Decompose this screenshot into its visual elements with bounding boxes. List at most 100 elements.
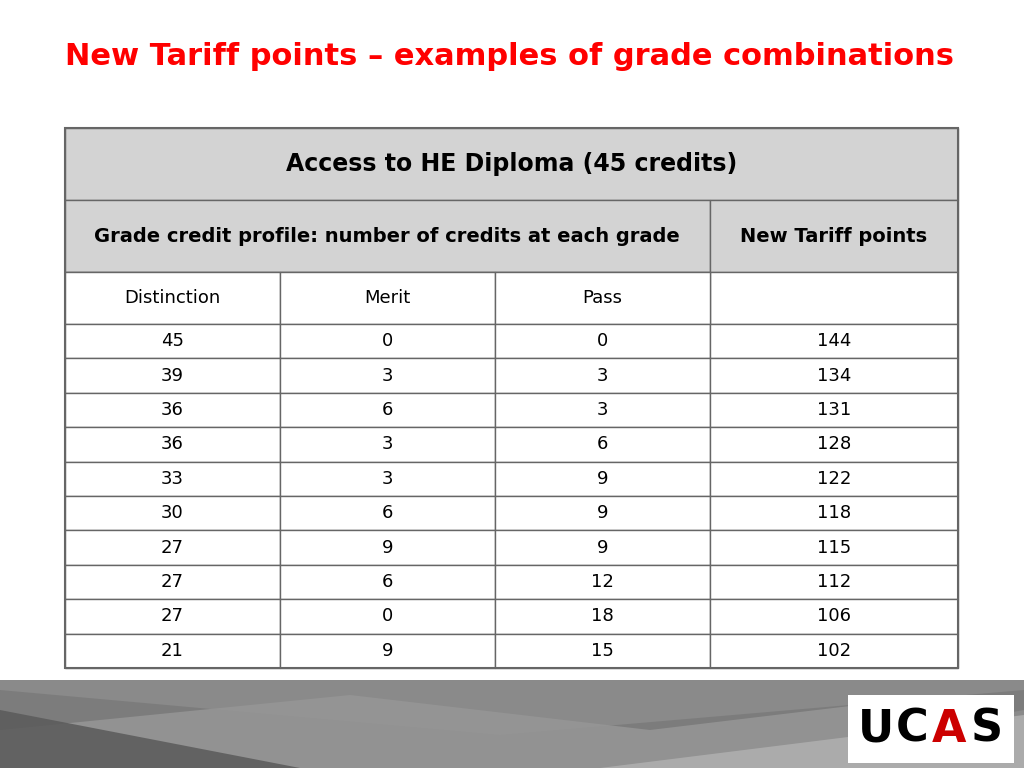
Text: 3: 3 <box>382 366 393 385</box>
Text: 131: 131 <box>817 401 851 419</box>
Bar <box>495 427 710 462</box>
Polygon shape <box>600 715 1024 768</box>
Text: Access to HE Diploma (45 credits): Access to HE Diploma (45 credits) <box>286 152 737 176</box>
Text: 39: 39 <box>161 366 184 385</box>
Text: 144: 144 <box>817 333 851 350</box>
Bar <box>710 634 958 668</box>
Bar <box>65 324 280 359</box>
Text: S: S <box>971 707 1002 750</box>
Bar <box>280 634 495 668</box>
Text: 9: 9 <box>382 538 393 557</box>
Bar <box>710 324 958 359</box>
Bar <box>495 496 710 531</box>
Text: 12: 12 <box>591 573 613 591</box>
Polygon shape <box>0 710 300 768</box>
Text: New Tariff points – examples of grade combinations: New Tariff points – examples of grade co… <box>65 42 954 71</box>
Bar <box>280 531 495 564</box>
Text: 36: 36 <box>161 435 184 453</box>
Text: 27: 27 <box>161 538 184 557</box>
Bar <box>710 392 958 427</box>
Text: 128: 128 <box>817 435 851 453</box>
Text: 0: 0 <box>382 607 393 625</box>
Bar <box>495 564 710 599</box>
Text: Merit: Merit <box>365 289 411 307</box>
Text: 6: 6 <box>382 401 393 419</box>
Bar <box>65 272 280 324</box>
Bar <box>280 359 495 392</box>
Bar <box>280 462 495 496</box>
Text: 33: 33 <box>161 470 184 488</box>
Text: 3: 3 <box>597 401 608 419</box>
Bar <box>65 599 280 634</box>
Bar <box>65 496 280 531</box>
Bar <box>0 680 1024 768</box>
Bar <box>710 599 958 634</box>
Bar <box>495 392 710 427</box>
Text: Distinction: Distinction <box>124 289 220 307</box>
Bar <box>848 695 1014 763</box>
Bar <box>495 531 710 564</box>
Text: 3: 3 <box>597 366 608 385</box>
Text: 9: 9 <box>597 538 608 557</box>
Bar <box>65 392 280 427</box>
Bar <box>280 599 495 634</box>
Bar <box>710 462 958 496</box>
Bar <box>65 128 958 668</box>
Polygon shape <box>0 695 1024 768</box>
Text: 45: 45 <box>161 333 184 350</box>
Bar <box>280 427 495 462</box>
Text: 30: 30 <box>161 505 184 522</box>
Bar <box>280 272 495 324</box>
Bar <box>280 392 495 427</box>
Bar <box>710 564 958 599</box>
Bar <box>710 427 958 462</box>
Text: 9: 9 <box>597 505 608 522</box>
Text: 15: 15 <box>591 642 613 660</box>
Bar <box>65 359 280 392</box>
Text: 0: 0 <box>382 333 393 350</box>
Text: Pass: Pass <box>583 289 623 307</box>
Bar <box>280 496 495 531</box>
Bar <box>65 427 280 462</box>
Bar <box>65 200 710 272</box>
Bar <box>495 359 710 392</box>
Bar <box>710 531 958 564</box>
Text: 6: 6 <box>597 435 608 453</box>
Bar <box>65 128 958 200</box>
Text: 9: 9 <box>597 470 608 488</box>
Text: 102: 102 <box>817 642 851 660</box>
Text: 27: 27 <box>161 573 184 591</box>
Bar <box>495 599 710 634</box>
Text: 21: 21 <box>161 642 184 660</box>
Bar <box>495 462 710 496</box>
Text: A: A <box>932 707 967 750</box>
Bar <box>495 634 710 668</box>
Text: 27: 27 <box>161 607 184 625</box>
Text: 106: 106 <box>817 607 851 625</box>
Bar <box>65 634 280 668</box>
Text: 6: 6 <box>382 573 393 591</box>
Text: 118: 118 <box>817 505 851 522</box>
Text: New Tariff points: New Tariff points <box>740 227 928 246</box>
Text: 112: 112 <box>817 573 851 591</box>
Bar <box>495 324 710 359</box>
Text: 3: 3 <box>382 470 393 488</box>
Text: C: C <box>896 707 929 750</box>
Bar <box>65 531 280 564</box>
Polygon shape <box>0 690 1024 768</box>
Text: 0: 0 <box>597 333 608 350</box>
Bar <box>65 564 280 599</box>
Text: 122: 122 <box>817 470 851 488</box>
Text: Grade credit profile: number of credits at each grade: Grade credit profile: number of credits … <box>94 227 680 246</box>
Text: U: U <box>857 707 894 750</box>
Bar <box>495 272 710 324</box>
Bar <box>710 359 958 392</box>
Text: 6: 6 <box>382 505 393 522</box>
Bar <box>710 200 958 272</box>
Bar <box>280 324 495 359</box>
Text: 18: 18 <box>591 607 613 625</box>
Text: 134: 134 <box>817 366 851 385</box>
Bar <box>65 462 280 496</box>
Text: 115: 115 <box>817 538 851 557</box>
Text: 9: 9 <box>382 642 393 660</box>
